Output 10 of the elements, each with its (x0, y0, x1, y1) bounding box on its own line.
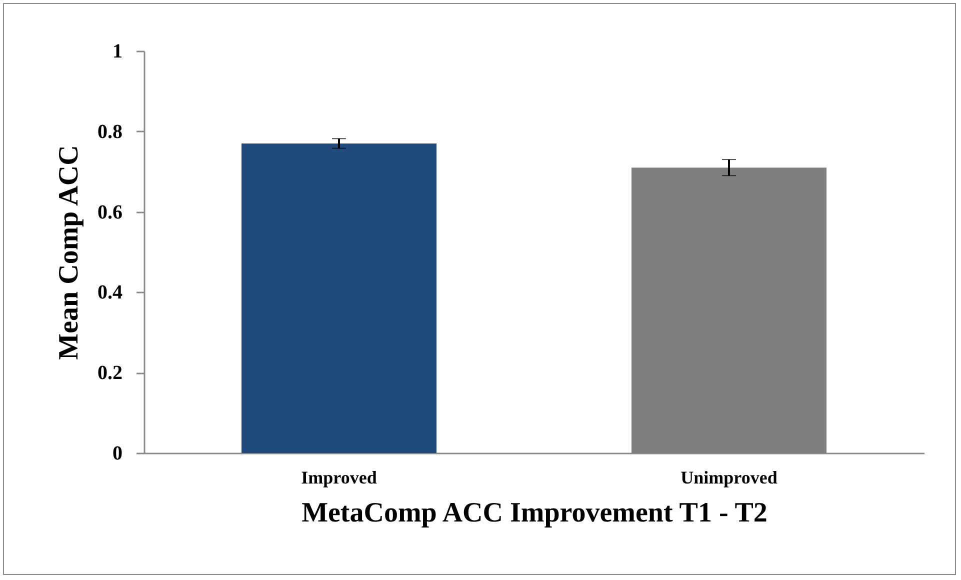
y-tick-label: 0.4 (98, 282, 122, 304)
y-tick-label: 0.6 (98, 201, 122, 224)
x-tick-label: Unimproved (680, 468, 778, 488)
x-axis-title: MetaComp ACC Improvement T1 - T2 (302, 498, 768, 528)
y-axis-title: Mean Comp ACC (54, 145, 84, 360)
x-tick-label: Improved (301, 468, 377, 488)
y-tick-label: 0.2 (98, 362, 122, 384)
y-tick-label: 0.8 (98, 120, 122, 143)
y-tick-label: 0 (112, 442, 122, 464)
y-tick-label: 1 (112, 40, 122, 62)
